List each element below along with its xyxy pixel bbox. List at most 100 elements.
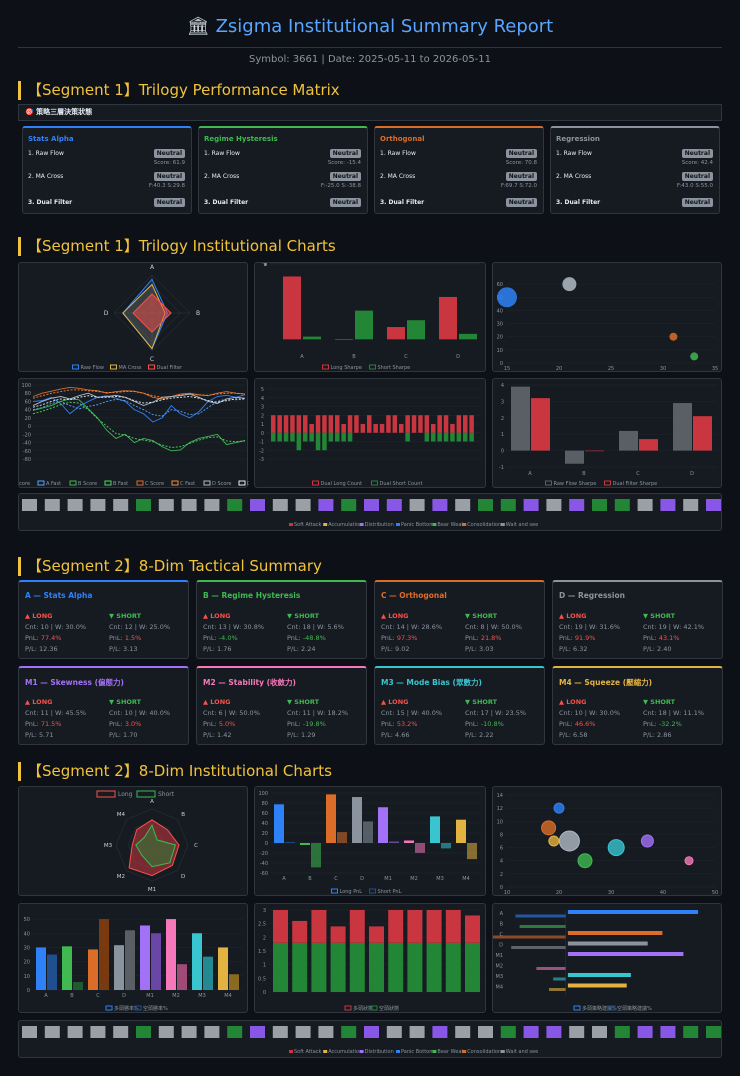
bar-long	[328, 415, 334, 433]
pnl-line: PnL: 77.4%	[25, 634, 62, 642]
legend-label: 空頭狀態	[379, 1005, 399, 1012]
legend-label: 空頭策略建議%	[617, 1005, 652, 1012]
tick-label: 2	[263, 935, 266, 941]
tick-label: 0	[265, 841, 268, 847]
legend-swatch	[344, 1005, 352, 1011]
pl-ratio: P/L: 1.70	[109, 731, 138, 739]
bar-long-state	[388, 910, 404, 943]
pnl-value: 91.9%	[574, 634, 596, 642]
bubble	[690, 352, 699, 361]
bubble	[669, 332, 678, 341]
legend-swatch	[110, 364, 117, 370]
tick-label: 2	[501, 416, 504, 422]
legend-label: B Score	[78, 481, 97, 487]
long-column: ▲ LONG Cnt: 11 | W: 45.5% PnL: 71.5% P/L: 5…	[25, 697, 86, 741]
x-tick: B	[308, 876, 312, 882]
bar-long	[463, 415, 468, 433]
dim-card: M4 — Squeeze (壓縮力) ▲ LONG Cnt: 10 | W: 30.…	[552, 666, 723, 745]
bar-short-state	[273, 942, 288, 992]
bar-long	[367, 415, 372, 433]
long-label: ▲ LONG	[203, 698, 231, 706]
bar	[585, 450, 604, 452]
bar	[352, 797, 362, 843]
legend-label: 多頭勝率%	[114, 1005, 139, 1012]
bar-short	[271, 432, 276, 442]
tick-label: 30	[497, 322, 503, 328]
legend-swatch	[396, 523, 400, 526]
state-cell	[569, 1026, 585, 1038]
tick-label: -60	[260, 871, 268, 877]
score-text: F:40.3 S:29.8	[148, 183, 185, 189]
bar-short	[347, 432, 353, 442]
state-cell	[706, 499, 721, 511]
pl-ratio: P/L: 3.13	[109, 645, 138, 653]
count-text: Cnt: 12 | W: 25.0%	[109, 623, 171, 631]
tick-label: -1	[499, 465, 504, 471]
state-cell	[478, 1026, 493, 1038]
radar-axis-label: M3	[104, 843, 113, 849]
legend-label: C Fast	[180, 481, 195, 487]
status-badge: Neutral	[153, 172, 185, 181]
legend-swatch	[289, 1050, 293, 1053]
short-column: ▼ SHORT Cnt: 11 | W: 18.2% PnL: -19.8% P/L:…	[287, 697, 348, 741]
x-tick: 35	[712, 366, 718, 372]
legend-swatch	[105, 1005, 113, 1011]
legend-swatch	[432, 523, 437, 526]
x-tick: M1	[384, 876, 392, 882]
bar-long	[303, 415, 308, 433]
bubble	[553, 802, 565, 814]
state-cell	[113, 499, 129, 511]
bubble	[558, 830, 580, 852]
legend-swatch	[359, 1050, 364, 1053]
state-cell	[90, 1026, 106, 1038]
strategy-banner: 🎯 策略三層決策狀態	[18, 104, 722, 121]
y-tick: B	[500, 922, 504, 928]
tick-label: 4	[261, 396, 264, 402]
state-cell	[500, 1026, 516, 1038]
bar-short-state	[311, 942, 327, 992]
legend-label: Dual Filter Sharpe	[613, 481, 658, 487]
x-tick: C	[96, 993, 100, 999]
pl-ratio: P/L: 1.29	[287, 731, 316, 739]
bar-short	[341, 432, 346, 442]
legend-label: Bear Weak	[437, 522, 464, 528]
tick-label: 60	[497, 282, 503, 288]
state-cell	[592, 499, 607, 511]
x-tick: M3	[198, 993, 206, 999]
short-label: ▼ SHORT	[643, 698, 676, 706]
pnl-value: 1.5%	[124, 634, 142, 642]
bar	[531, 398, 550, 451]
state-cell	[523, 1026, 539, 1038]
radar-axis-label: C	[194, 843, 198, 849]
bar-short	[469, 432, 474, 442]
state-cell	[386, 1026, 402, 1038]
tick-label: 0	[261, 431, 264, 437]
pnl-line: PnL: 97.3%	[381, 634, 418, 642]
legend-label: Long	[118, 791, 133, 798]
tick-label: 1	[501, 432, 504, 438]
legend-label: D Score	[212, 481, 231, 487]
status-badge: Neutral	[329, 149, 361, 158]
bar-short-state	[465, 942, 480, 992]
y-tick: M2	[496, 964, 504, 970]
tick-label: 80	[25, 391, 31, 397]
trilogy-card: Regime Hysteresis 1. Raw Flow Neutral Score…	[198, 126, 368, 214]
x-tick: 30	[660, 366, 666, 372]
legend-swatch	[331, 888, 338, 894]
tick-label: 4	[500, 859, 503, 865]
line-series	[32, 395, 245, 408]
pnl-value: -10.8%	[480, 720, 504, 728]
pnl-line: PnL: 1.5%	[109, 634, 142, 642]
chart-svg: 50 40 30 20 10 0 A B C D M1 M2 M3 M4 多頭勝率% 空頭勝率%	[24, 917, 243, 1012]
legend-label: B Fast	[113, 481, 128, 487]
legend-swatch	[323, 523, 328, 526]
bar-short	[303, 432, 308, 442]
state-cell	[181, 1026, 197, 1038]
bar-short	[493, 935, 566, 939]
chart-svg: 0 2 4 6 8 10 12 14 10 20 30 40 50	[497, 793, 719, 896]
tick-label: 0.5	[258, 976, 266, 982]
tick-label: -3	[259, 457, 264, 463]
count-text: Cnt: 13 | W: 30.8%	[203, 623, 265, 631]
bar	[456, 819, 466, 843]
